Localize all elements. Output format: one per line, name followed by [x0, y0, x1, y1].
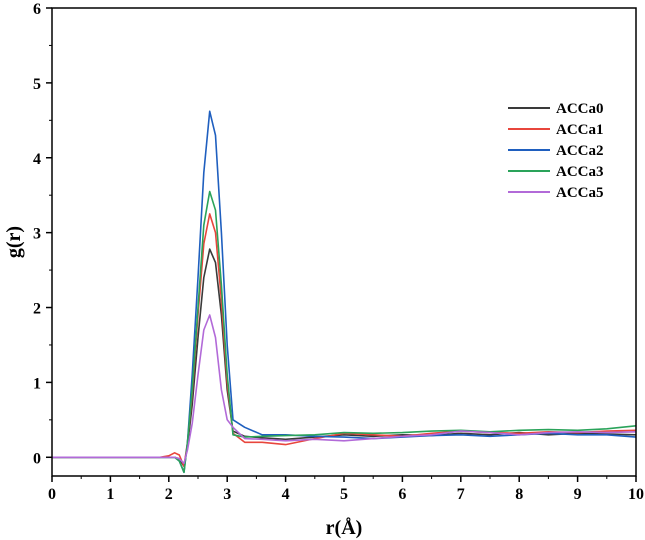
- x-tick-label: 5: [340, 486, 348, 503]
- y-axis-title: g(r): [3, 226, 25, 258]
- y-tick-label: 1: [33, 375, 41, 392]
- y-tick-label: 0: [33, 450, 41, 467]
- x-tick-label: 2: [165, 486, 173, 503]
- y-tick-label: 2: [33, 301, 41, 318]
- x-axis-title: r(Å): [326, 516, 363, 539]
- x-tick-label: 3: [223, 486, 231, 503]
- legend: ACCa0 ACCa1 ACCa2 ACCa3 ACCa5: [508, 101, 604, 201]
- x-axis-ticks: 0 1 2 3 4 5 6 7 8 9 10: [48, 476, 644, 503]
- y-axis-ticks: 0 1 2 3 4 5 6: [33, 1, 52, 467]
- plot-frame: [51, 7, 637, 477]
- x-tick-label: 9: [574, 486, 582, 503]
- legend-label: ACCa1: [556, 122, 604, 138]
- x-tick-label: 1: [106, 486, 114, 503]
- x-tick-label: 10: [628, 486, 644, 503]
- x-tick-label: 8: [515, 486, 523, 503]
- legend-label: ACCa0: [556, 101, 604, 117]
- series-line-acca5: [52, 314, 637, 465]
- series-layer: [52, 110, 637, 474]
- series-line-acca1: [52, 213, 637, 468]
- legend-label: ACCa3: [556, 164, 604, 180]
- y-tick-label: 4: [33, 151, 41, 168]
- x-tick-label: 6: [398, 486, 406, 503]
- legend-label: ACCa5: [556, 185, 604, 201]
- y-tick-label: 3: [33, 226, 41, 243]
- series-line-acca2: [52, 110, 637, 474]
- y-tick-label: 5: [33, 76, 41, 93]
- y-tick-label: 6: [33, 1, 41, 18]
- legend-label: ACCa2: [556, 143, 604, 159]
- x-tick-label: 7: [457, 486, 465, 503]
- series-line-acca3: [52, 190, 637, 474]
- x-tick-label: 4: [282, 486, 290, 503]
- x-tick-label: 0: [48, 486, 56, 503]
